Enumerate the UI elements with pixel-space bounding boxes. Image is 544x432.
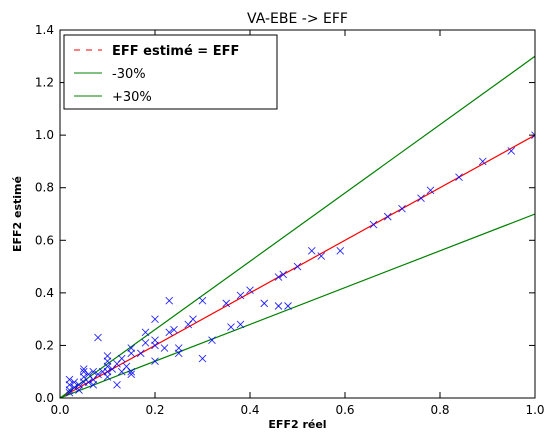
scatter-point [151,315,159,323]
scatter-point [94,370,102,379]
scatter-point [307,246,316,255]
legend: EFF estimé = EFF -30% +30% [63,34,278,110]
scatter-point [383,212,392,221]
scatter-point [103,357,112,366]
reference-line-minus30 [60,213,535,398]
legend-box [63,34,278,110]
scatter-point [174,349,183,358]
scatter-point [198,296,207,305]
scatter-point [89,367,98,376]
scatter-point [336,246,345,255]
scatter-point [113,381,121,389]
y-tick-label: 1.0 [35,128,54,142]
x-tick-label: 0.6 [335,403,354,417]
scatter-point [246,286,254,295]
scatter-point [279,270,288,279]
scatter-point [151,336,159,344]
scatter-point [65,375,74,384]
y-tick-label: 0.4 [35,286,54,300]
x-tick-label: 0.4 [240,403,259,417]
scatter-point [141,338,150,347]
scatter-point [160,344,169,352]
scatter-point [398,204,406,213]
scatter-point [70,378,79,387]
x-tick-label: 1.0 [525,403,544,417]
scatter-point [103,367,112,376]
y-tick-label: 0.8 [35,181,54,195]
scatter-point [426,186,435,195]
scatter-point [236,291,245,300]
scatter-point [531,131,535,139]
scatter-point [507,147,516,155]
x-tick-label: 0.2 [145,403,164,417]
scatter-point [189,315,197,323]
scatter-point [117,354,126,363]
scatter-point [136,349,145,358]
y-tick-label: 1.2 [35,76,54,90]
scatter-point [75,386,83,394]
scatter-point [274,302,283,310]
scatter-point [198,354,207,363]
scatter-point [222,299,231,308]
plot-frame [59,29,536,399]
axis-ticks-layer: 0.0 0.2 0.4 0.6 0.8 1.0 0.0 0.2 0.4 0.6 0.8 1.0 1.2 1… [35,23,544,417]
y-tick-label: 0.2 [35,338,54,352]
x-tick-label: 0.0 [50,403,69,417]
scatter-point [127,367,136,376]
scatter-point [284,302,292,310]
y-axis-label: EFF2 estimé [11,176,24,252]
y-tick-label: 0.6 [35,233,54,247]
legend-label-identity: EFF estimé = EFF [112,44,239,59]
x-tick-label: 0.8 [430,403,449,417]
x-axis-label: EFF2 réel [268,418,326,431]
scatter-point [236,320,245,329]
scatter-point [165,328,174,337]
scatter-point [227,323,235,331]
scatter-point [84,378,93,387]
scatter-point [165,296,174,305]
scatter-point [369,220,378,229]
scatter-point [478,157,487,166]
scatter-points-layer [65,131,535,397]
y-tick-label: 1.4 [35,23,54,37]
scatter-point [455,173,463,182]
scatter-point [94,333,102,342]
scatter-point [89,381,98,389]
scatter-point [293,262,302,271]
legend-label-plus30: +30% [112,90,152,105]
scatter-point [127,370,136,379]
scatter-point [151,357,159,366]
scatter-point [317,252,326,260]
scatter-point [274,273,283,281]
scatter-point [260,299,269,308]
scatter-point [79,367,88,376]
scatter-point [127,349,136,358]
y-tick-label: 0.0 [35,391,54,405]
scatter-point [141,328,150,337]
legend-label-minus30: -30% [112,67,146,82]
chart-title: VA-EBE -> EFF [247,11,348,27]
scatter-point [417,194,425,203]
scatter-point [170,325,178,334]
reference-line-plus30 [60,55,535,398]
scatter-point [208,336,216,344]
